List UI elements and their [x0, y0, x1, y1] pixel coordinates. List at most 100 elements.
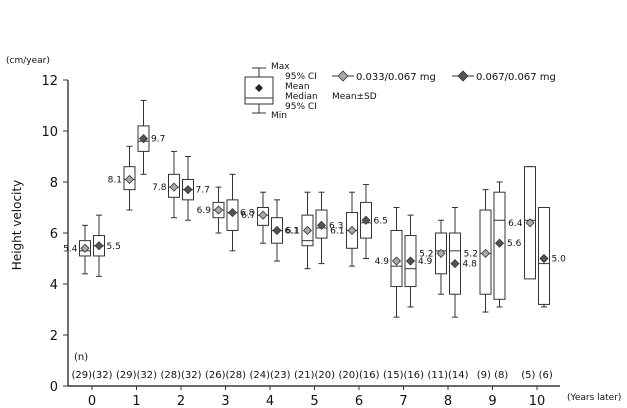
x-tick-label-3: 3: [221, 394, 229, 408]
legend-sd-note: Mean±SD: [332, 92, 377, 102]
box-s1-7-mean-marker: [391, 256, 402, 266]
x-tick-label-1: 1: [132, 394, 140, 408]
n-header: (n): [74, 352, 88, 363]
legend-series2-marker: [457, 70, 469, 82]
box-s2-8: 4.8: [449, 207, 478, 318]
box-s1-10-mean-marker: [525, 218, 535, 228]
box-s1-0: 5.4: [63, 224, 91, 275]
legend-mean-diamond: [255, 84, 263, 92]
box-s2-3-mean-label: 6.8: [240, 209, 255, 219]
box-s1-5-mean-marker: [302, 225, 313, 236]
box-s1-6: 6.1: [330, 191, 358, 267]
box-s1-10-mean-label: 6.4: [508, 219, 523, 229]
x-tick-label-6: 6: [355, 394, 363, 408]
box-s2-10-mean-label: 5.0: [552, 255, 567, 265]
box-s2-2-mean-label: 7.7: [196, 186, 210, 196]
x-ticks: 0 1 2 3 4 5 6 7 8 9 10: [88, 386, 545, 408]
legend-label-mean: Mean: [285, 82, 310, 92]
box-s2-7: 4.9: [404, 214, 433, 308]
n-label-5: (21)(20): [294, 370, 335, 381]
legend-series1-name: 0.033/0.067 mg: [356, 72, 436, 83]
box-s2-9-mean-label: 5.6: [507, 239, 522, 249]
x-tick-label-10: 10: [529, 394, 546, 408]
box-s2-1-mean-label: 9.7: [151, 135, 165, 145]
box-s2-5-mean-label: 6.3: [329, 221, 343, 231]
y-tick-label-4: 8: [50, 176, 58, 191]
box-s1-4-mean-label: 6.7: [241, 211, 255, 221]
box-s2-5: 6.3: [315, 191, 343, 265]
box-s2-0: 5.5: [93, 214, 121, 277]
x-tick-label-5: 5: [310, 394, 318, 408]
n-label-0: (29)(32): [71, 370, 112, 381]
n-label-7: (15)(16): [383, 370, 424, 381]
box-s1-6-mean-label: 6.1: [330, 226, 344, 236]
box-s1-8: 5.2: [419, 219, 447, 295]
box-s1-3-mean-marker: [213, 205, 224, 215]
box-s1-9-mean-label: 5.2: [464, 249, 478, 259]
y-unit-label: (cm/year): [6, 56, 50, 66]
x-tick-label-2: 2: [177, 394, 185, 408]
box-s2-5-mean-marker: [316, 220, 327, 230]
y-tick-label-0: 0: [50, 380, 58, 395]
box-s2-6-mean-marker: [361, 215, 371, 225]
n-label-1: (29)(32): [116, 370, 157, 381]
box-s2-0-mean-label: 5.5: [107, 242, 121, 252]
box-s2-0-mean-marker: [94, 241, 104, 251]
n-count-row: (n)(29)(32) (29)(32) (28)(32) (26)(28) (24)(…: [71, 352, 552, 381]
legend-series2-name: 0.067/0.067 mg: [476, 72, 556, 83]
n-label-4: (24)(23): [249, 370, 290, 381]
n-label-9: (9) (8): [477, 370, 509, 381]
box-s1-7: 4.9: [375, 207, 403, 318]
box-s2-4-mean-label: 6.1: [285, 226, 299, 236]
box-s2-8-mean-marker: [450, 259, 460, 269]
box-s1-5-mean-label: 6.1: [286, 226, 300, 236]
legend-label-min: Min: [271, 111, 287, 121]
box-s1-2-mean-marker: [169, 182, 179, 192]
box-s1-5: 6.1: [286, 191, 314, 270]
box-s2-1: 9.7: [137, 99, 165, 175]
box-s2-3: 6.8: [226, 173, 255, 252]
y-tick-label-6: 12: [41, 74, 58, 89]
box-s2-4: 6.1: [271, 199, 299, 262]
legend-label-ci-lower: 95% CI: [285, 102, 317, 112]
box-s2-7-mean-label: 4.9: [418, 257, 433, 267]
box-s1-3: 6.9: [197, 186, 225, 234]
box-s1-6-mean-marker: [347, 225, 357, 236]
y-tick-label-5: 10: [41, 125, 58, 140]
box-s1-0-mean-label: 5.4: [63, 244, 78, 254]
box-s1-2: 7.8: [152, 150, 180, 219]
legend-label-max: Max: [271, 62, 290, 72]
box-s2-2: 7.7: [182, 156, 210, 221]
n-label-10: (5) (6): [521, 370, 553, 381]
box-plots: 5.48.17.86.96.76.1 6.14.95.2 5.26.45.59.77…: [63, 99, 567, 318]
box-s1-8-mean-marker: [436, 248, 446, 258]
x-tick-label-7: 7: [399, 394, 407, 408]
box-s2-9: 5.6: [493, 181, 522, 308]
box-s2-3-mean-marker: [227, 208, 238, 218]
box-s1-0-mean-marker: [80, 243, 90, 253]
box-s2-1-mean-marker: [138, 134, 149, 144]
legend-series1-marker: [337, 70, 349, 82]
n-label-2: (28)(32): [160, 370, 201, 381]
series-legend: 0.033/0.067 mg 0.067/0.067 mg Mean±SD: [332, 70, 556, 102]
n-label-3: (26)(28): [205, 370, 246, 381]
y-axis-title: Height velocity: [10, 180, 24, 270]
box-s2-8-mean-label: 4.8: [463, 260, 478, 270]
box-s2-7-mean-marker: [405, 256, 416, 266]
legend-key: Max 95% CI Mean Median 95% CI Min: [244, 62, 318, 121]
box-s1-9-mean-marker: [480, 248, 491, 258]
box-s1-1: 8.1: [108, 145, 136, 211]
x-axis-title: (Years later): [567, 393, 621, 403]
x-tick-label-8: 8: [444, 394, 452, 408]
n-label-8: (11)(14): [427, 370, 468, 381]
x-tick-label-0: 0: [88, 394, 96, 408]
box-s1-2-mean-label: 7.8: [152, 183, 167, 193]
box-s1-1-mean-marker: [124, 174, 135, 185]
box-s2-4-mean-marker: [272, 225, 282, 236]
x-tick-label-9: 9: [488, 394, 496, 408]
y-tick-label-1: 2: [50, 329, 58, 344]
box-s1-10: 6.4: [508, 166, 536, 280]
box-s2-10: 5.0: [538, 207, 567, 308]
box-s1-7-mean-label: 4.9: [375, 257, 390, 267]
box-s2-6-mean-label: 6.5: [374, 216, 388, 226]
